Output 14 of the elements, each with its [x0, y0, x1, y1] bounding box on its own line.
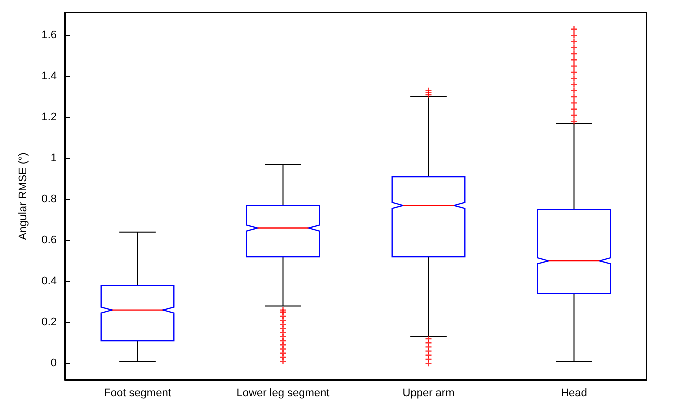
y-tick-label: 0.4 [42, 276, 57, 288]
y-tick-label: 0 [50, 358, 57, 370]
y-tick-label: 1 [50, 152, 57, 165]
x-tick-label: Lower leg segment [236, 388, 330, 400]
x-tick-label: Upper arm [402, 388, 455, 400]
y-tick-label: 0.6 [42, 234, 57, 247]
x-tick-label: Head [561, 388, 588, 400]
y-tick-label: 1.6 [42, 30, 57, 42]
y-axis-title: Angular RMSE (°) [18, 152, 30, 240]
y-tick-label: 1.4 [42, 70, 57, 83]
x-tick-label: Foot segment [104, 388, 172, 400]
y-tick-label: 0.8 [42, 194, 57, 206]
y-tick-label: 1.2 [42, 112, 57, 124]
y-tick-label: 0.2 [42, 316, 57, 329]
